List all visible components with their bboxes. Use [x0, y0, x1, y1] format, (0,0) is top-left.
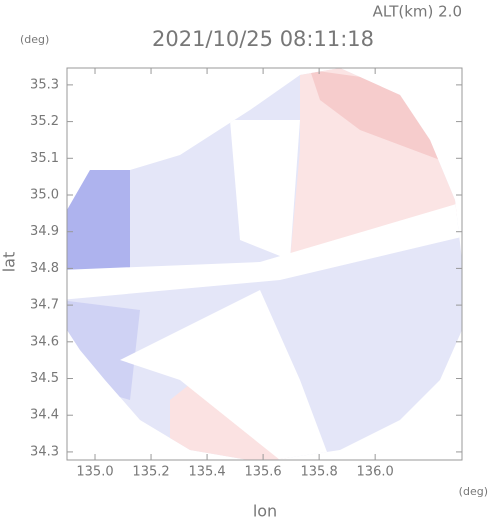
- x-unit: (deg): [459, 485, 488, 498]
- x-tick-label: 135.6: [244, 465, 281, 480]
- plot-frame: [66, 67, 463, 461]
- y-tick-label: 35.2: [30, 114, 59, 129]
- radar-field: [67, 68, 462, 460]
- y-tick-label: 34.8: [30, 261, 59, 276]
- y-tick-label: 34.6: [30, 334, 59, 349]
- y-tick-label: 35.3: [30, 77, 59, 92]
- y-unit: (deg): [20, 33, 49, 46]
- y-tick-label: 34.7: [30, 298, 59, 313]
- y-tick-label: 34.3: [30, 444, 59, 459]
- y-tick-label: 35.0: [30, 187, 59, 202]
- y-tick-label: 34.4: [30, 408, 59, 423]
- y-tick-label: 34.5: [30, 371, 59, 386]
- x-tick-label: 135.4: [188, 465, 225, 480]
- chart-title: 2021/10/25 08:11:18: [152, 27, 374, 51]
- x-axis-label: lon: [253, 502, 277, 521]
- x-tick-label: 135.2: [132, 465, 169, 480]
- y-tick-label: 35.1: [30, 151, 59, 166]
- x-tick-label: 136.0: [357, 465, 394, 480]
- subtitle: ALT(km) 2.0: [373, 3, 462, 21]
- x-tick-label: 135.0: [76, 465, 113, 480]
- y-axis-label: lat: [0, 252, 19, 273]
- x-tick-label: 135.8: [301, 465, 338, 480]
- y-tick-label: 34.9: [30, 224, 59, 239]
